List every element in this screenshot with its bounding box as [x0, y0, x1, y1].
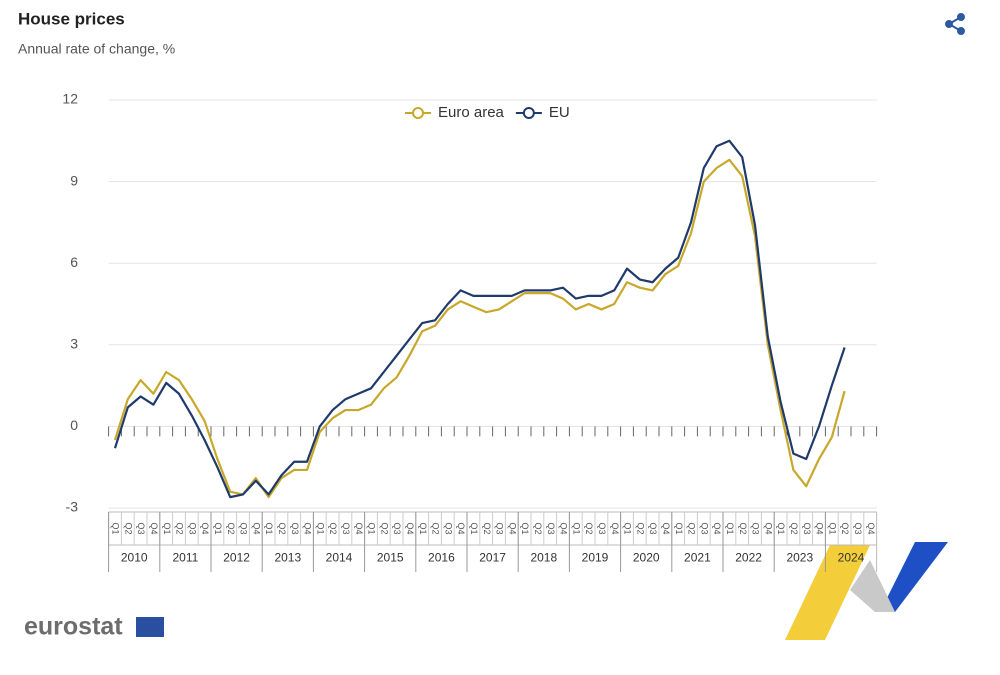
x-tick-label: Q4	[661, 522, 671, 534]
x-tick-label: Q3	[495, 522, 505, 534]
decor	[785, 545, 870, 640]
y-tick-label: 0	[70, 417, 78, 433]
series-line	[113, 139, 846, 499]
x-tick-label: Q1	[469, 522, 479, 534]
share-icon[interactable]	[945, 13, 965, 35]
x-tick-label: Q4	[712, 522, 722, 534]
x-tick-label: Q2	[123, 522, 133, 534]
chart-title: House prices	[18, 9, 125, 28]
x-tick-label: Q4	[866, 522, 876, 534]
x-group-label: 2019	[582, 551, 609, 565]
x-group-label: 2017	[479, 551, 506, 565]
x-tick-label: Q4	[610, 522, 620, 534]
x-tick-label: Q4	[559, 522, 569, 534]
x-tick-label: Q3	[853, 522, 863, 534]
x-tick-label: Q1	[367, 522, 377, 534]
x-tick-label: Q2	[584, 522, 594, 534]
x-tick-label: Q2	[175, 522, 185, 534]
x-tick-label: Q2	[226, 522, 236, 534]
x-group-label: 2016	[428, 551, 455, 565]
x-tick-label: Q2	[431, 522, 441, 534]
x-tick-label: Q1	[315, 522, 325, 534]
x-tick-label: Q1	[111, 522, 121, 534]
chart-subtitle: Annual rate of change, %	[18, 41, 175, 57]
x-group-label: 2013	[274, 551, 301, 565]
decor	[850, 560, 895, 612]
eu-flag	[136, 617, 164, 637]
x-tick-label: Q1	[162, 522, 172, 534]
x-group-label: 2021	[684, 551, 711, 565]
x-tick-label: Q2	[635, 522, 645, 534]
x-group-label: 2018	[530, 551, 557, 565]
x-group-label: 2024	[838, 551, 865, 565]
x-tick-label: Q1	[827, 522, 837, 534]
x-tick-label: Q3	[392, 522, 402, 534]
series-line	[113, 158, 846, 499]
x-tick-label: Q2	[789, 522, 799, 534]
x-tick-label: Q3	[290, 522, 300, 534]
decor	[880, 542, 948, 612]
x-tick-label: Q3	[802, 522, 812, 534]
x-tick-label: Q4	[456, 522, 466, 534]
x-tick-label: Q2	[379, 522, 389, 534]
x-group-label: 2011	[172, 551, 198, 565]
x-tick-label: Q2	[277, 522, 287, 534]
x-group-label: 2015	[377, 551, 404, 565]
x-tick-label: Q4	[303, 522, 313, 534]
x-tick-label: Q3	[341, 522, 351, 534]
x-tick-label: Q2	[687, 522, 697, 534]
x-tick-label: Q3	[751, 522, 761, 534]
legend-label: Euro area	[438, 104, 505, 121]
x-tick-label: Q1	[264, 522, 274, 534]
x-tick-label: Q2	[482, 522, 492, 534]
x-tick-label: Q1	[776, 522, 786, 534]
x-tick-label: Q1	[418, 522, 428, 534]
x-tick-label: Q4	[507, 522, 517, 534]
x-tick-label: Q4	[815, 522, 825, 534]
x-tick-label: Q1	[674, 522, 684, 534]
y-tick-label: 9	[70, 172, 78, 188]
x-tick-label: Q3	[239, 522, 249, 534]
x-group-label: 2014	[326, 551, 353, 565]
x-tick-label: Q4	[405, 522, 415, 534]
x-group-label: 2023	[786, 551, 813, 565]
source-logo: eurostat	[24, 613, 123, 641]
x-tick-label: Q1	[213, 522, 223, 534]
x-tick-label: Q1	[520, 522, 530, 534]
x-tick-label: Q4	[251, 522, 261, 534]
x-tick-label: Q3	[699, 522, 709, 534]
x-tick-label: Q2	[533, 522, 543, 534]
x-tick-label: Q1	[623, 522, 633, 534]
x-tick-label: Q2	[738, 522, 748, 534]
y-tick-label: -3	[66, 499, 79, 515]
legend-marker	[522, 107, 535, 119]
legend-marker	[412, 107, 424, 119]
x-tick-label: Q4	[354, 522, 364, 534]
x-group-label: 2012	[223, 551, 250, 565]
x-tick-label: Q3	[648, 522, 658, 534]
x-tick-label: Q1	[571, 522, 581, 534]
y-tick-label: 3	[70, 336, 78, 352]
x-tick-label: Q3	[546, 522, 556, 534]
y-tick-label: 12	[62, 91, 78, 107]
x-group-label: 2022	[735, 551, 762, 565]
x-group-label: 2020	[633, 551, 660, 565]
x-tick-label: Q3	[136, 522, 146, 534]
legend-label: EU	[549, 104, 570, 121]
y-tick-label: 6	[70, 254, 78, 270]
x-tick-label: Q2	[328, 522, 338, 534]
x-tick-label: Q4	[149, 522, 159, 534]
x-tick-label: Q3	[597, 522, 607, 534]
x-tick-label: Q2	[840, 522, 850, 534]
x-tick-label: Q1	[725, 522, 735, 534]
x-tick-label: Q4	[763, 522, 773, 534]
x-tick-label: Q3	[443, 522, 453, 534]
x-tick-label: Q4	[200, 522, 210, 534]
x-group-label: 2010	[121, 551, 148, 565]
x-tick-label: Q3	[187, 522, 197, 534]
